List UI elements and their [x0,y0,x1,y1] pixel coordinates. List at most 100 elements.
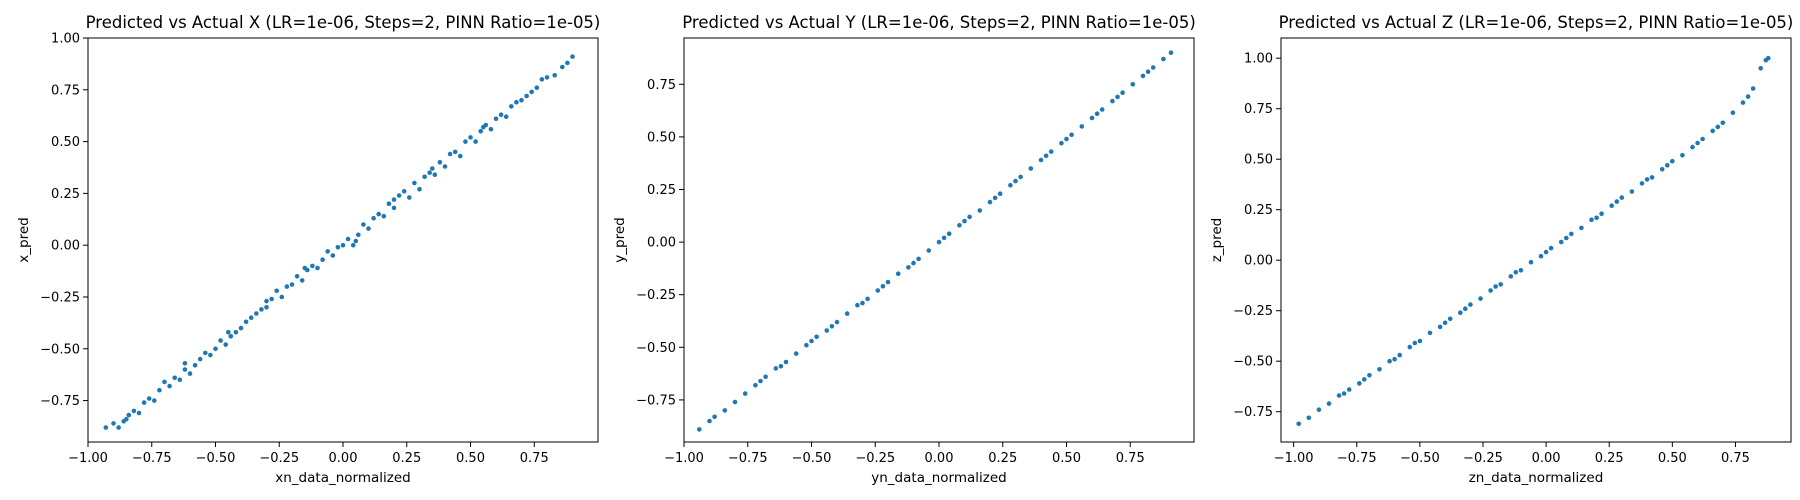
data-point [1099,107,1105,112]
data-point [1008,183,1013,188]
data-point [697,427,702,432]
y-axis-label: x_pred [16,217,32,262]
y-axis-label: y_pred [612,217,628,262]
data-point [141,400,147,405]
data-point [987,199,993,205]
data-point [707,418,712,424]
data-point [1048,149,1054,154]
data-point [1766,55,1771,61]
data-point [187,371,193,376]
data-point [1758,66,1763,71]
y-tick-label: −0.75 [40,394,80,409]
data-point [432,172,438,177]
x-tick-label: −1.00 [1274,451,1314,466]
data-point [1750,86,1756,91]
x-tick-label: 0.75 [1116,451,1145,466]
data-point [417,186,422,192]
data-point [473,139,478,144]
data-points [103,54,575,430]
data-point [539,77,545,82]
data-point [366,226,371,231]
data-point [1493,284,1498,289]
data-point [1442,320,1448,326]
data-point [468,135,473,140]
data-point [1150,65,1156,70]
y-tick-label: 0.75 [51,83,80,98]
data-point [926,248,932,253]
data-point [911,260,916,266]
data-point [259,307,264,312]
x-tick-label: 0.25 [1595,451,1624,466]
data-point [957,223,962,228]
data-point [452,149,458,155]
data-point [356,232,361,238]
data-point [1659,167,1665,172]
data-point [167,383,172,389]
y-tick-label: 0.50 [1244,153,1273,168]
x-tick-label: 0.50 [1658,451,1687,466]
data-point [565,60,570,66]
data-point [1715,124,1721,130]
data-point [1564,235,1569,241]
data-point [732,399,738,405]
x-axis-label: xn_data_normalized [275,470,410,486]
data-point [228,334,234,339]
data-point [361,222,366,227]
y-tick-label: 0.25 [1244,203,1273,218]
data-point [177,377,183,383]
data-point [1316,407,1322,413]
data-point [1115,94,1120,100]
data-point [1670,158,1675,164]
x-tick-label: 0.25 [988,451,1017,466]
data-point [1427,330,1433,336]
data-point [335,245,341,250]
data-point [233,329,239,335]
data-point [1639,181,1645,186]
data-point [509,104,514,109]
data-point [1326,401,1332,406]
data-point [345,236,351,242]
data-point [488,126,494,132]
data-point [299,278,305,283]
x-tick-label: −0.50 [196,451,236,466]
x-tick-label: −0.75 [1337,451,1377,466]
data-point [1377,367,1382,372]
data-point [992,195,998,201]
data-point [1458,310,1463,316]
data-point [1341,391,1347,396]
data-point [407,195,412,200]
data-point [936,239,942,245]
y-tick-label: −0.25 [40,290,80,305]
data-point [941,235,947,241]
data-point [753,382,758,388]
data-point [1579,225,1584,231]
data-point [560,64,565,70]
data-point [860,300,865,306]
data-point [534,85,540,90]
data-point [1089,115,1095,121]
data-point [1043,153,1049,159]
x-axis-label: yn_data_normalized [871,470,1006,486]
data-point [1367,373,1372,378]
x-tick-label: 0.50 [456,451,485,466]
data-point [1629,189,1635,194]
y-tick-label: −0.75 [636,393,676,408]
data-point [1387,358,1392,364]
data-point [1392,356,1397,362]
data-point [962,218,967,224]
data-point [315,265,320,271]
data-point [1695,140,1700,146]
data-point [498,112,504,117]
data-point [248,315,254,321]
data-point [1513,270,1519,275]
data-point [1680,152,1685,158]
data-point [1665,163,1670,168]
y-tick-label: 0.00 [647,236,676,251]
data-point [1599,211,1604,216]
data-point [111,421,116,426]
data-point [223,342,228,347]
data-point [773,366,779,371]
data-point [758,378,763,384]
data-point [855,302,860,308]
data-point [1745,94,1751,99]
